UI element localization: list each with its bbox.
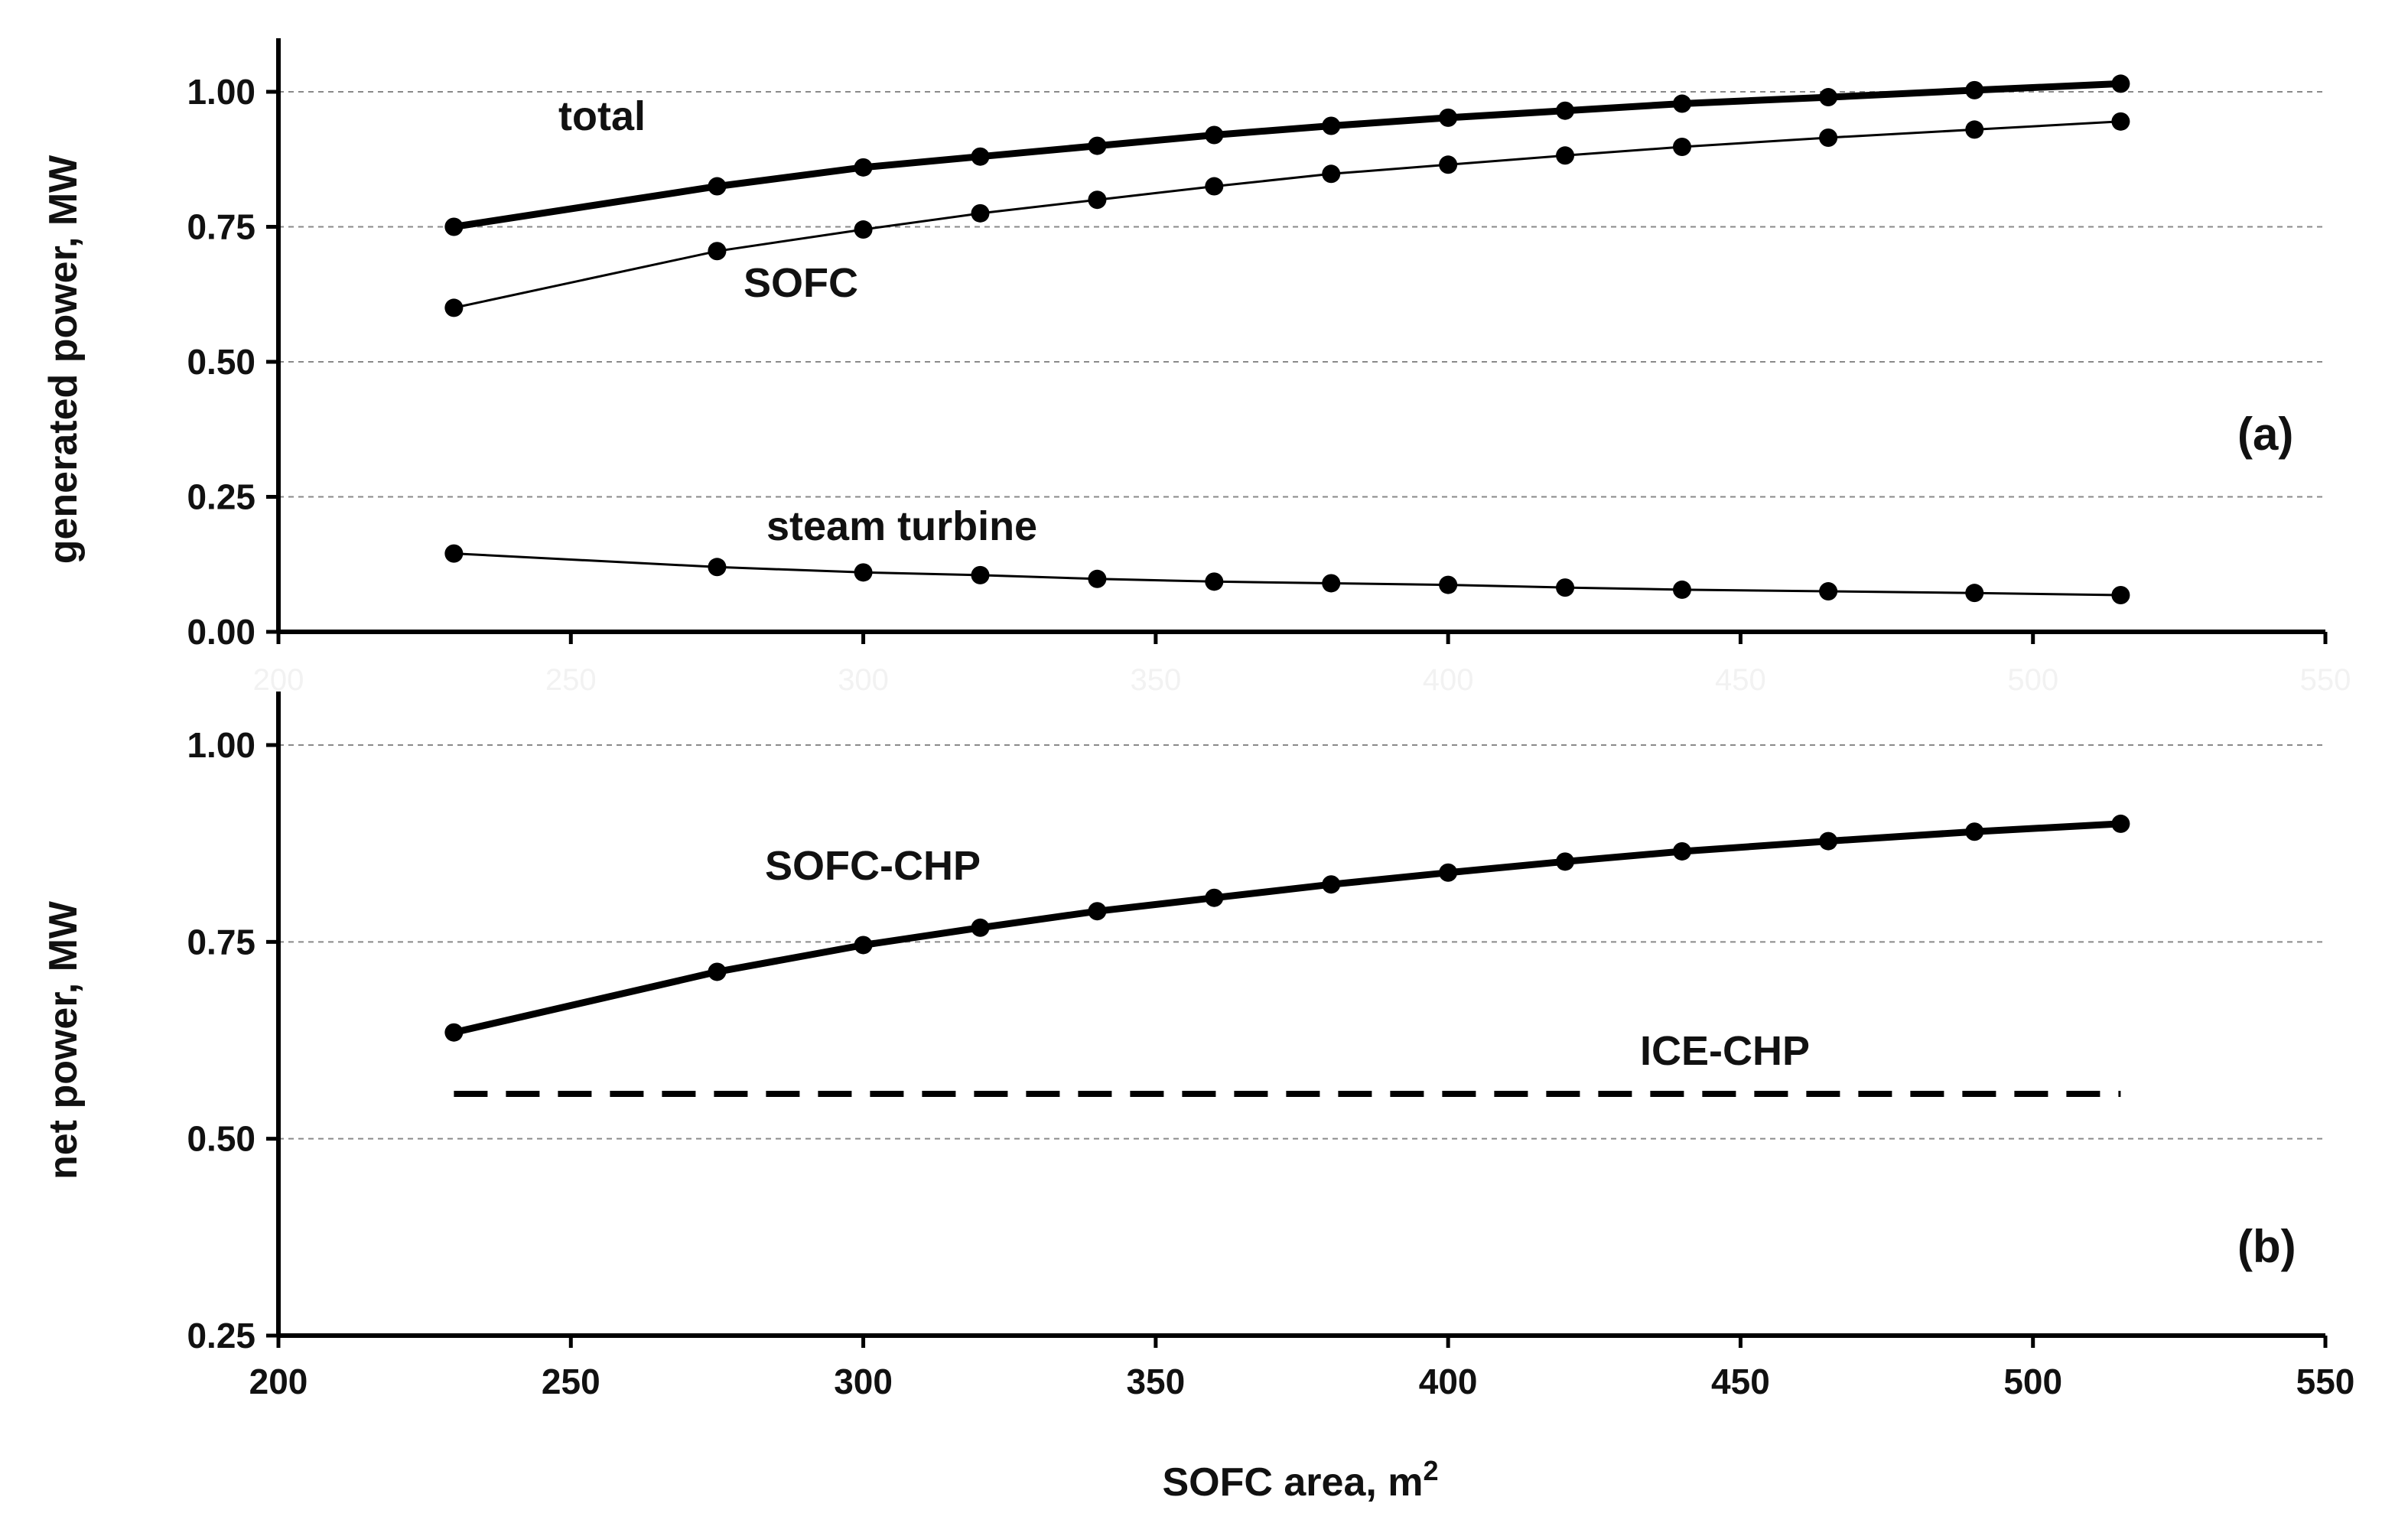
- y-tick-label-b-2: 0.75: [187, 922, 255, 962]
- point-sofc-chp-5: [1205, 888, 1224, 907]
- point-sofc-chp-2: [854, 936, 873, 955]
- y-tick-label-a-3: 0.75: [187, 207, 255, 247]
- series-label-total: total: [558, 93, 646, 139]
- x-tick-label-a-3: 350: [1130, 663, 1181, 697]
- point-total-4: [1088, 136, 1107, 155]
- series-line-sofc-chp: [453, 820, 2121, 1036]
- panel-a: 0.00 0.25 0.50 0.75 1.00 200 250 300 350 400 450 50…: [41, 38, 2351, 697]
- point-steam-turbine-1: [708, 558, 727, 577]
- x-tick-label-b-5: 450: [1711, 1362, 1770, 1401]
- point-sofc-12: [2111, 112, 2130, 131]
- point-sofc-3: [971, 203, 990, 223]
- y-tick-label-a-2: 0.50: [187, 342, 255, 382]
- point-steam-turbine-12: [2111, 585, 2130, 604]
- point-total-6: [1322, 116, 1341, 135]
- panel-b: 0.25 0.50 0.75 1.00 200 250 300 350 400 450 500 550…: [41, 692, 2354, 1505]
- y-tick-label-a-0: 0.00: [187, 612, 255, 652]
- x-tick-label-a-0: 200: [253, 663, 304, 697]
- point-total-10: [1819, 88, 1838, 107]
- x-tick-label-b-6: 500: [2003, 1362, 2062, 1401]
- point-steam-turbine-9: [1672, 580, 1691, 599]
- x-tick-label-b-3: 350: [1126, 1362, 1185, 1401]
- point-sofc-chp-1: [708, 962, 727, 981]
- x-tick-label-a-5: 450: [1715, 663, 1766, 697]
- x-tick-label-b-7: 550: [2296, 1362, 2355, 1401]
- x-tick-label-b-0: 200: [249, 1362, 308, 1401]
- series-label-steam-turbine: steam turbine: [766, 503, 1037, 549]
- point-total-9: [1672, 94, 1691, 113]
- point-sofc-chp-11: [1965, 822, 1984, 841]
- point-total-2: [854, 158, 873, 177]
- point-sofc-chp-12: [2111, 814, 2130, 833]
- x-axis-title: SOFC area, m2: [1162, 1455, 1438, 1505]
- point-steam-turbine-6: [1322, 574, 1341, 593]
- x-tick-label-a-2: 300: [838, 663, 889, 697]
- x-tick-label-a-1: 250: [545, 663, 597, 697]
- point-sofc-chp-7: [1439, 863, 1458, 882]
- point-total-7: [1439, 108, 1458, 127]
- x-tick-label-a-6: 500: [2007, 663, 2058, 697]
- point-sofc-4: [1088, 190, 1107, 210]
- y-axis-title-b: net power, MW: [41, 900, 86, 1180]
- series-label-ice-chp: ICE-CHP: [1640, 1028, 1810, 1074]
- point-total-11: [1965, 80, 1984, 99]
- y-tick-label-a-1: 0.25: [187, 477, 255, 517]
- point-steam-turbine-4: [1088, 569, 1107, 588]
- x-tick-label-b-2: 300: [834, 1362, 893, 1401]
- y-axis-title-a: generated power, MW: [41, 155, 86, 564]
- x-tick-label-a-4: 400: [1423, 663, 1474, 697]
- point-steam-turbine-10: [1819, 582, 1838, 601]
- point-sofc-chp-10: [1819, 831, 1838, 851]
- point-sofc-6: [1322, 164, 1341, 184]
- point-sofc-11: [1965, 120, 1984, 139]
- point-steam-turbine-0: [444, 544, 464, 563]
- series-line-sofc: [454, 120, 2121, 309]
- point-steam-turbine-11: [1965, 584, 1984, 603]
- series-label-sofc-chp: SOFC-CHP: [765, 843, 981, 889]
- point-sofc-5: [1205, 177, 1224, 196]
- point-steam-turbine-3: [971, 565, 990, 584]
- y-tick-label-a-4: 1.00: [187, 72, 255, 112]
- point-steam-turbine-7: [1439, 575, 1458, 594]
- series-label-sofc: SOFC: [744, 260, 858, 306]
- y-tick-label-b-3: 1.00: [187, 725, 255, 765]
- point-sofc-0: [444, 298, 464, 317]
- point-sofc-chp-9: [1672, 841, 1691, 861]
- y-tick-label-b-1: 0.50: [187, 1119, 255, 1159]
- point-total-1: [708, 177, 727, 196]
- point-steam-turbine-8: [1556, 578, 1575, 597]
- series-line-total: [453, 80, 2121, 230]
- point-sofc-chp-0: [444, 1023, 464, 1042]
- x-tick-label-a-7: 550: [2300, 663, 2351, 697]
- point-steam-turbine-2: [854, 563, 873, 582]
- point-steam-turbine-5: [1205, 572, 1224, 591]
- point-total-12: [2111, 74, 2130, 93]
- y-tick-label-b-0: 0.25: [187, 1316, 255, 1355]
- point-sofc-8: [1556, 146, 1575, 165]
- panel-tag-b: (b): [2237, 1221, 2296, 1272]
- point-total-5: [1205, 125, 1224, 145]
- point-sofc-chp-8: [1556, 852, 1575, 871]
- point-sofc-10: [1819, 129, 1838, 148]
- x-tick-label-b-4: 400: [1419, 1362, 1478, 1401]
- series-line-steam-turbine: [454, 552, 2121, 597]
- point-sofc-7: [1439, 155, 1458, 174]
- point-sofc-9: [1672, 138, 1691, 157]
- point-total-3: [971, 147, 990, 166]
- panel-tag-a: (a): [2237, 408, 2293, 460]
- point-sofc-chp-3: [971, 918, 990, 937]
- point-total-0: [444, 217, 464, 236]
- point-sofc-2: [854, 220, 873, 239]
- x-tick-label-b-1: 250: [542, 1362, 600, 1401]
- point-total-8: [1556, 101, 1575, 120]
- point-sofc-chp-4: [1088, 902, 1107, 921]
- point-sofc-1: [708, 242, 727, 261]
- point-sofc-chp-6: [1322, 875, 1341, 894]
